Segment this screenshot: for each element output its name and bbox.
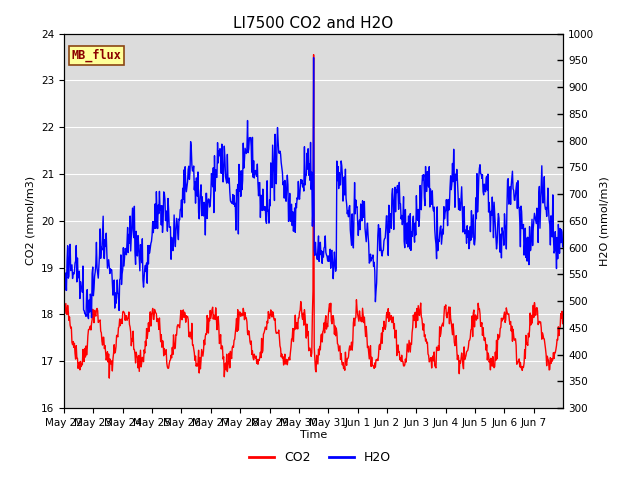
Y-axis label: CO2 (mmol/m3): CO2 (mmol/m3) — [26, 176, 35, 265]
Legend: CO2, H2O: CO2, H2O — [244, 446, 396, 469]
Text: MB_flux: MB_flux — [72, 48, 122, 62]
Y-axis label: H2O (mmol/m3): H2O (mmol/m3) — [600, 176, 610, 265]
Title: LI7500 CO2 and H2O: LI7500 CO2 and H2O — [234, 16, 394, 31]
X-axis label: Time: Time — [300, 431, 327, 441]
